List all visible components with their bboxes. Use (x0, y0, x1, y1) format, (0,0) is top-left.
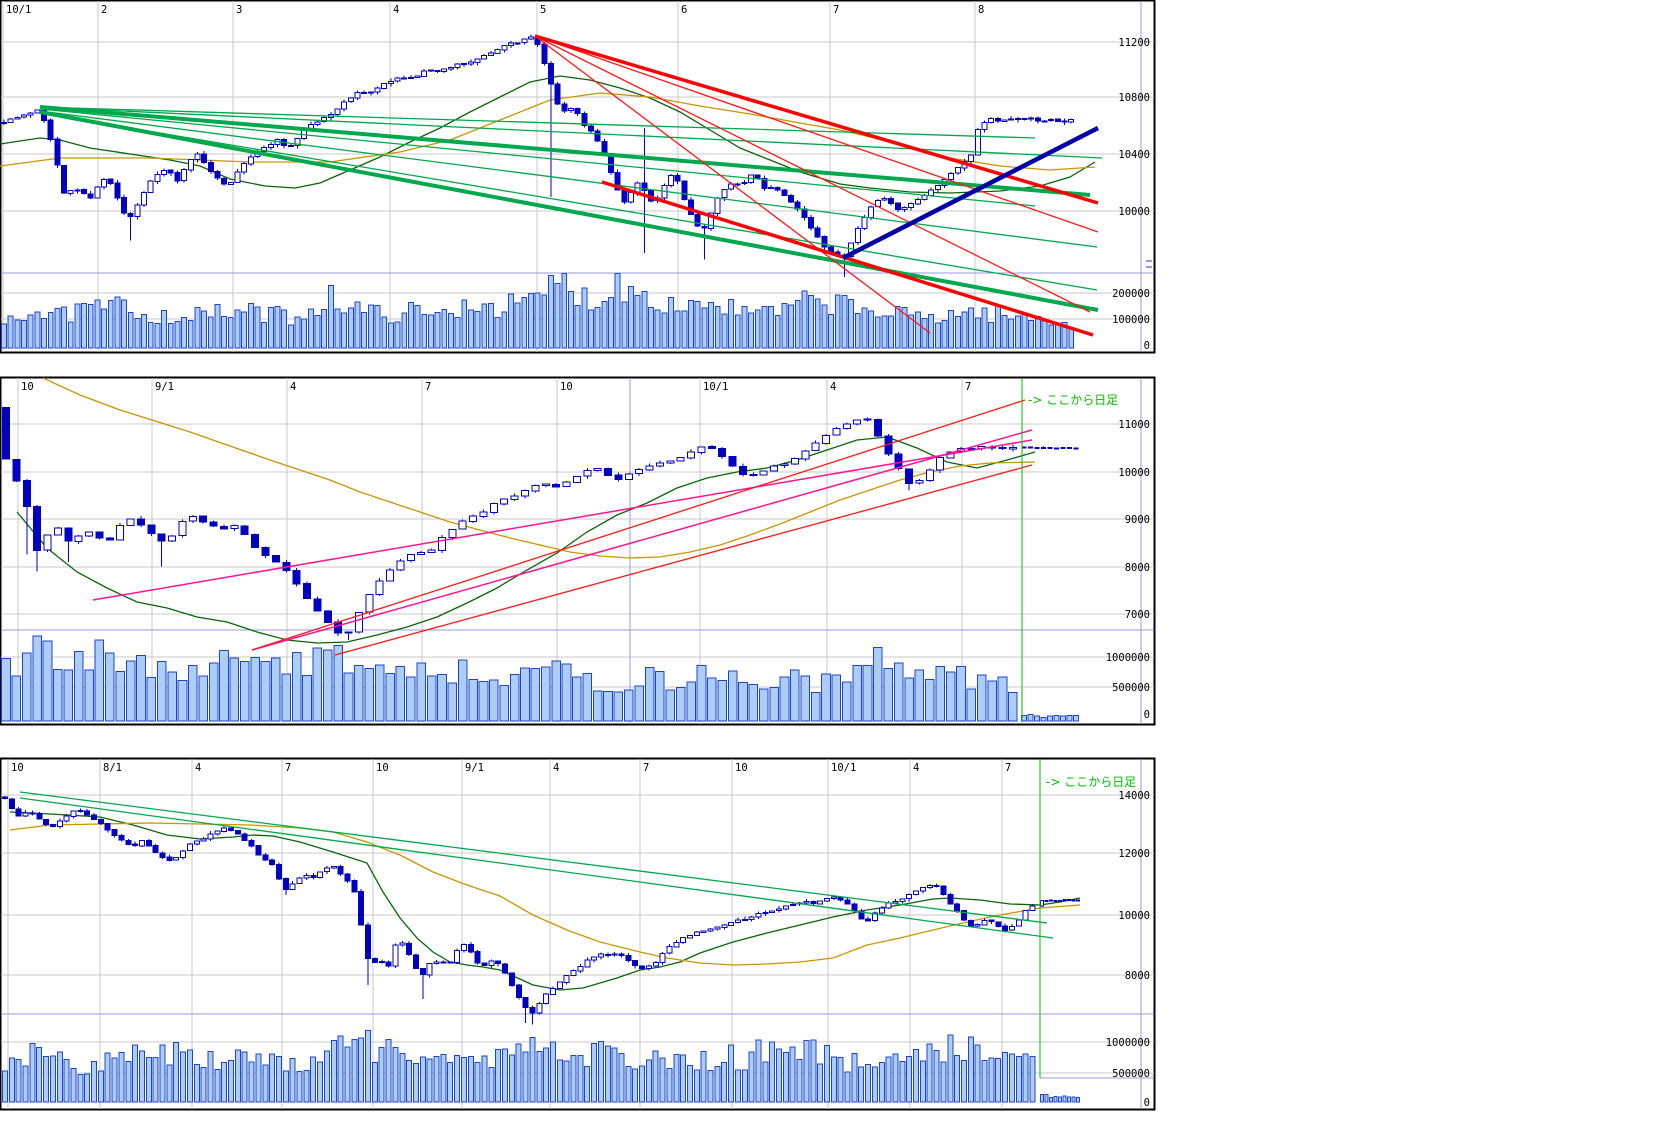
trend-green-trendline[interactable] (39, 106, 1036, 139)
y-axis-label: 1000000 (1106, 1037, 1150, 1049)
trend-green-trendline[interactable] (39, 112, 1098, 291)
x-axis-label: 4 (830, 381, 836, 393)
y-axis-label: 12000 (1118, 848, 1150, 860)
trend-green-trendline[interactable] (39, 105, 1091, 197)
y-axis-label: 10000 (1118, 206, 1150, 218)
x-axis-label: 7 (965, 381, 971, 393)
y-axis-label: 1000000 (1106, 652, 1150, 664)
volume-layer (1, 273, 1075, 349)
x-axis-label: 7 (643, 762, 649, 774)
y-axis-label: 0 (1144, 1097, 1150, 1109)
y-axis-label: 0 (1144, 709, 1150, 721)
trend-green-trendline[interactable] (39, 108, 1036, 207)
x-axis-label: 7 (833, 4, 839, 16)
x-axis-label: 3 (236, 4, 242, 16)
x-axis-label: 7 (285, 762, 291, 774)
trendlines-layer[interactable] (19, 791, 1054, 939)
x-axis-label: 6 (681, 4, 687, 16)
trend-red-trendline[interactable] (534, 35, 931, 334)
moving-averages-layer (16, 377, 1036, 644)
y-axis-label: 11000 (1118, 419, 1150, 431)
trend-red-trendline[interactable] (251, 399, 1026, 651)
trend-red-trendline[interactable] (334, 464, 1033, 656)
moving-averages-layer (9, 811, 1081, 991)
y-axis-label: 200000 (1112, 288, 1150, 300)
candles-layer (2, 407, 1079, 641)
x-axis-label: 9/1 (465, 762, 484, 774)
ma-long-line (9, 822, 1081, 966)
trendlines-layer[interactable] (92, 399, 1033, 656)
x-axis-label: 10 (376, 762, 389, 774)
y-axis-label: 10800 (1118, 92, 1150, 104)
y-axis-label: 10400 (1118, 149, 1150, 161)
y-axis-label: 100000 (1112, 314, 1150, 326)
x-axis-label: 10/1 (6, 4, 31, 16)
x-axis-label: 10/1 (703, 381, 728, 393)
volume-layer (2, 1029, 1080, 1103)
x-axis-label: 10/1 (831, 762, 856, 774)
y-axis-label: 11200 (1118, 37, 1150, 49)
y-axis-label: 10000 (1118, 467, 1150, 479)
x-axis-label: 10 (560, 381, 573, 393)
trend-red_thick-trendline[interactable] (601, 180, 1094, 337)
trend-red-trendline[interactable] (534, 35, 1099, 233)
trend-green-trendline[interactable] (39, 110, 1098, 248)
grid-layer (1, 378, 1154, 724)
x-axis-label: 8 (978, 4, 984, 16)
ma-long-line (42, 377, 1036, 559)
y-axis-label: 14000 (1118, 790, 1150, 802)
x-axis-label: 4 (553, 762, 559, 774)
x-axis-label: 4 (290, 381, 296, 393)
x-axis-label: 5 (540, 4, 546, 16)
y-axis-label: 500000 (1112, 1068, 1150, 1080)
trendlines-layer[interactable] (39, 34, 1103, 337)
magenta-trendline[interactable] (251, 429, 1033, 651)
candles-layer (2, 795, 1080, 1025)
magenta-trendline[interactable] (92, 439, 1033, 601)
x-axis-label: 4 (393, 4, 399, 16)
trend-green-trendline[interactable] (39, 106, 1103, 159)
axis-labels-layer: 10 8/1 4 7 10 9/1 4 7 10 10/1 4 7 14000 12000 10000 800… (11, 762, 1150, 1109)
y-axis-label: 7000 (1125, 609, 1150, 621)
x-axis-label: 2 (101, 4, 107, 16)
y-axis-label: 8000 (1125, 562, 1150, 574)
y-axis-label: 500000 (1112, 682, 1150, 694)
x-axis-label: 7 (1005, 762, 1011, 774)
ma-short-line (9, 811, 1081, 991)
annotation-daily-from-here: -> ここから日足 (1028, 393, 1118, 407)
annotation-daily-from-here: -> ここから日足 (1046, 775, 1136, 789)
trend-green-trendline[interactable] (19, 791, 1048, 924)
x-axis-label: 10 (735, 762, 748, 774)
trend-blue-trendline[interactable] (841, 125, 1100, 261)
weekly-chart-2008: -> ここから日足 10 9/1 4 7 10 10/1 4 7 11000 10000 9000 80… (0, 376, 1156, 726)
axis-labels-layer: 10/1 2 3 4 5 6 7 8 11200 10800 10400 10000 200000 100… (6, 4, 1150, 352)
x-axis-label: 8/1 (103, 762, 122, 774)
x-axis-label: 4 (195, 762, 201, 774)
ma-short-line (16, 436, 1036, 644)
x-axis-label: 10 (21, 381, 34, 393)
weekly-chart-2007: -> ここから日足 10 8/1 4 7 10 9/1 4 7 10 10/1 4 7 14000 1200… (0, 757, 1156, 1111)
y-axis-label: 10000 (1118, 910, 1150, 922)
x-axis-label: 10 (11, 762, 24, 774)
volume-layer (1, 635, 1079, 722)
daily-chart: 10/1 2 3 4 5 6 7 8 11200 10800 10400 10000 200000 100… (0, 0, 1156, 354)
y-axis-label: 9000 (1125, 514, 1150, 526)
x-axis-label: 7 (425, 381, 431, 393)
x-axis-label: 9/1 (155, 381, 174, 393)
trend-red-trendline[interactable] (534, 35, 1091, 313)
x-axis-label: 4 (913, 762, 919, 774)
axis-labels-layer: 10 9/1 4 7 10 10/1 4 7 11000 10000 9000 8000 7000 100… (21, 381, 1150, 721)
trend-green-trendline[interactable] (19, 797, 1054, 939)
trend-green-trendline[interactable] (39, 110, 1099, 312)
y-axis-label: 0 (1144, 340, 1150, 352)
y-axis-label: 8000 (1125, 970, 1150, 982)
